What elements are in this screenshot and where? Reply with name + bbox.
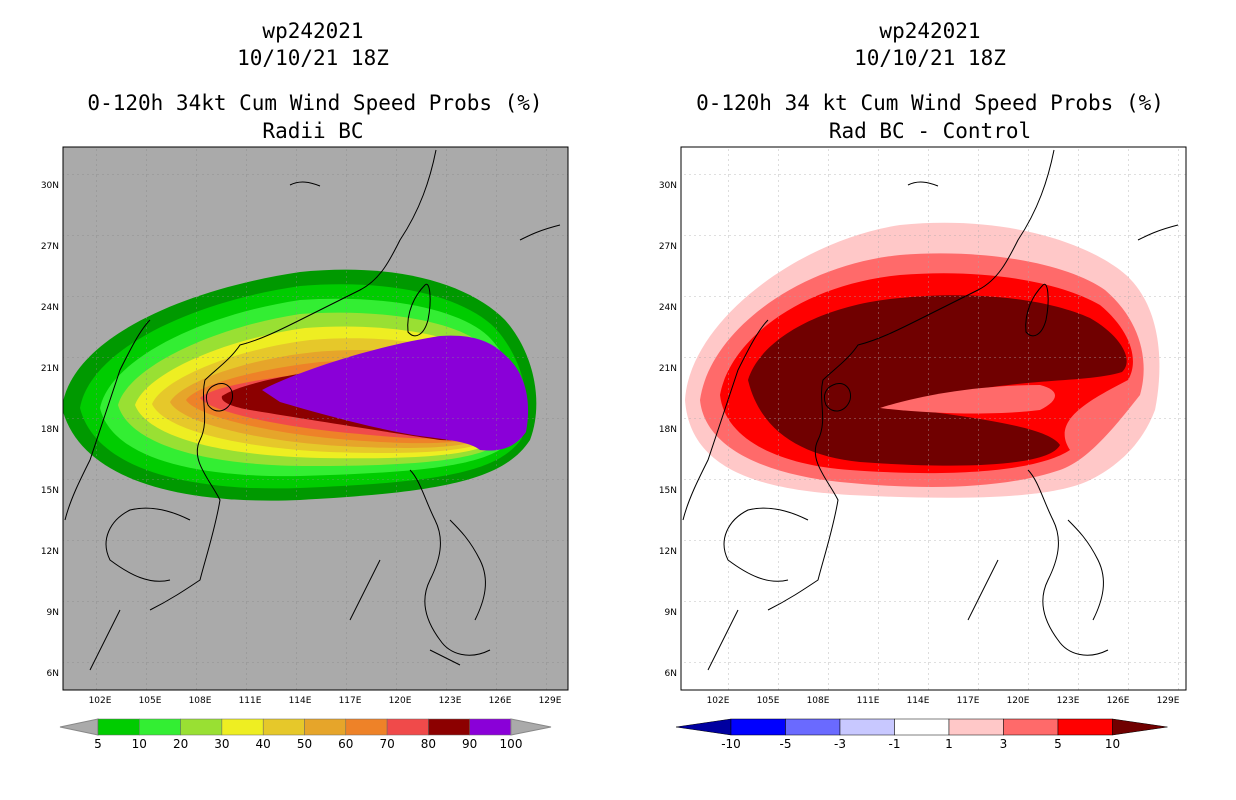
left-colorbar-box <box>139 718 181 736</box>
right-map <box>680 146 1187 691</box>
left-colorbar-box <box>97 718 140 736</box>
left-colorbar-box <box>386 718 429 736</box>
lon-tick-label: 111E <box>238 696 262 706</box>
lat-tick-label: 24N <box>40 303 59 313</box>
left-colorbar-box <box>304 718 347 736</box>
lon-tick-label: 126E <box>1106 696 1130 706</box>
right-title: 0-120h 34 kt Cum Wind Speed Probs (%) <box>696 91 1164 115</box>
right-datetime: 10/10/21 18Z <box>854 46 1006 70</box>
lon-tick-label: 108E <box>806 696 830 706</box>
lat-tick-label: 9N <box>664 608 677 618</box>
lat-tick-label: 6N <box>664 669 677 679</box>
left-colorbar-label: 70 <box>379 737 395 751</box>
lat-tick-label: 21N <box>658 364 677 374</box>
right-colorbar-label: -3 <box>834 737 846 751</box>
lat-tick-label: 15N <box>40 486 59 496</box>
lat-tick-label: 21N <box>40 364 59 374</box>
right-storm-id: wp242021 <box>879 19 981 43</box>
right-prob-diff <box>681 147 1186 690</box>
lon-tick-label: 129E <box>1156 696 1180 706</box>
left-coastlines <box>64 149 561 671</box>
right-colorbar-over-triangle <box>1112 718 1168 736</box>
lat-tick-label: 27N <box>40 242 59 252</box>
right-colorbar-label: 3 <box>999 737 1008 751</box>
right-colorbar-box <box>785 718 841 736</box>
left-map-frame <box>62 146 569 691</box>
lon-tick-label: 105E <box>756 696 780 706</box>
lon-tick-label: 123E <box>1056 696 1080 706</box>
left-colorbar-label: 50 <box>296 737 313 751</box>
lon-tick-label: 108E <box>188 696 212 706</box>
left-colorbar-box <box>469 718 512 736</box>
left-colorbar-label: 80 <box>420 737 437 751</box>
lon-tick-label: 120E <box>1006 696 1030 706</box>
left-colorbar-box <box>428 718 470 736</box>
right-colorbar-box <box>1003 718 1059 736</box>
lon-tick-label: 102E <box>706 696 730 706</box>
right-colorbar-label: -1 <box>888 737 901 751</box>
left-colorbar-label: 10 <box>131 737 147 751</box>
lon-tick-label: 126E <box>488 696 512 706</box>
left-colorbar-label: 20 <box>172 737 189 751</box>
right-colorbar-label: -5 <box>779 737 792 751</box>
left-colorbar-label: 40 <box>255 737 271 751</box>
lon-tick-label: 117E <box>956 696 980 706</box>
left-colorbar-under-triangle <box>59 718 99 736</box>
lat-tick-label: 15N <box>658 486 677 496</box>
left-colorbar-box <box>221 718 264 736</box>
left-colorbar-box <box>180 718 223 736</box>
lon-tick-label: 129E <box>538 696 562 706</box>
left-storm-id: wp242021 <box>262 19 364 43</box>
right-colorbar-box <box>1057 718 1113 736</box>
lat-tick-label: 24N <box>658 303 677 313</box>
lat-tick-label: 9N <box>46 608 59 618</box>
left-colorbar-box <box>262 718 305 736</box>
lat-tick-label: 18N <box>40 425 59 435</box>
lat-tick-label: 30N <box>658 181 677 191</box>
lat-tick-label: 12N <box>658 547 677 557</box>
lon-tick-label: 120E <box>388 696 412 706</box>
right-colorbar-box <box>894 718 950 736</box>
right-colorbar-label: 10 <box>1104 737 1121 751</box>
lat-tick-label: 12N <box>40 547 59 557</box>
lon-tick-label: 102E <box>88 696 112 706</box>
left-colorbar-over-triangle <box>510 718 552 736</box>
lat-tick-label: 30N <box>40 181 59 191</box>
lon-tick-label: 114E <box>906 696 930 706</box>
right-subtitle: Rad BC - Control <box>828 119 1032 143</box>
right-coastlines <box>682 149 1179 671</box>
lat-tick-label: 6N <box>46 669 59 679</box>
left-colorbar-label: 30 <box>214 737 230 751</box>
left-datetime: 10/10/21 18Z <box>237 46 389 70</box>
right-colorbar-box <box>839 718 895 736</box>
lat-tick-label: 27N <box>658 242 677 252</box>
left-colorbar <box>59 718 552 736</box>
left-prob-swath <box>63 147 568 690</box>
lon-tick-label: 117E <box>338 696 362 706</box>
right-colorbar-under-triangle <box>675 718 732 736</box>
right-colorbar-box <box>730 718 786 736</box>
lon-tick-label: 123E <box>438 696 462 706</box>
lon-tick-label: 114E <box>288 696 312 706</box>
right-colorbar <box>675 718 1168 736</box>
left-subtitle: Radii BC <box>262 119 364 143</box>
left-map <box>62 146 569 691</box>
left-title: 0-120h 34kt Cum Wind Speed Probs (%) <box>87 91 543 115</box>
left-colorbar-label: 100 <box>499 737 523 751</box>
right-colorbar-box <box>948 718 1004 736</box>
lon-tick-label: 111E <box>856 696 880 706</box>
right-colorbar-label: -10 <box>721 737 741 751</box>
left-colorbar-label: 60 <box>338 737 354 751</box>
left-colorbar-box <box>345 718 388 736</box>
right-colorbar-label: 5 <box>1054 737 1062 751</box>
lon-tick-label: 105E <box>138 696 162 706</box>
lat-tick-label: 18N <box>658 425 677 435</box>
left-colorbar-label: 90 <box>462 737 478 751</box>
right-map-frame <box>680 146 1187 691</box>
right-colorbar-label: 1 <box>945 737 953 751</box>
left-colorbar-label: 5 <box>94 737 102 751</box>
